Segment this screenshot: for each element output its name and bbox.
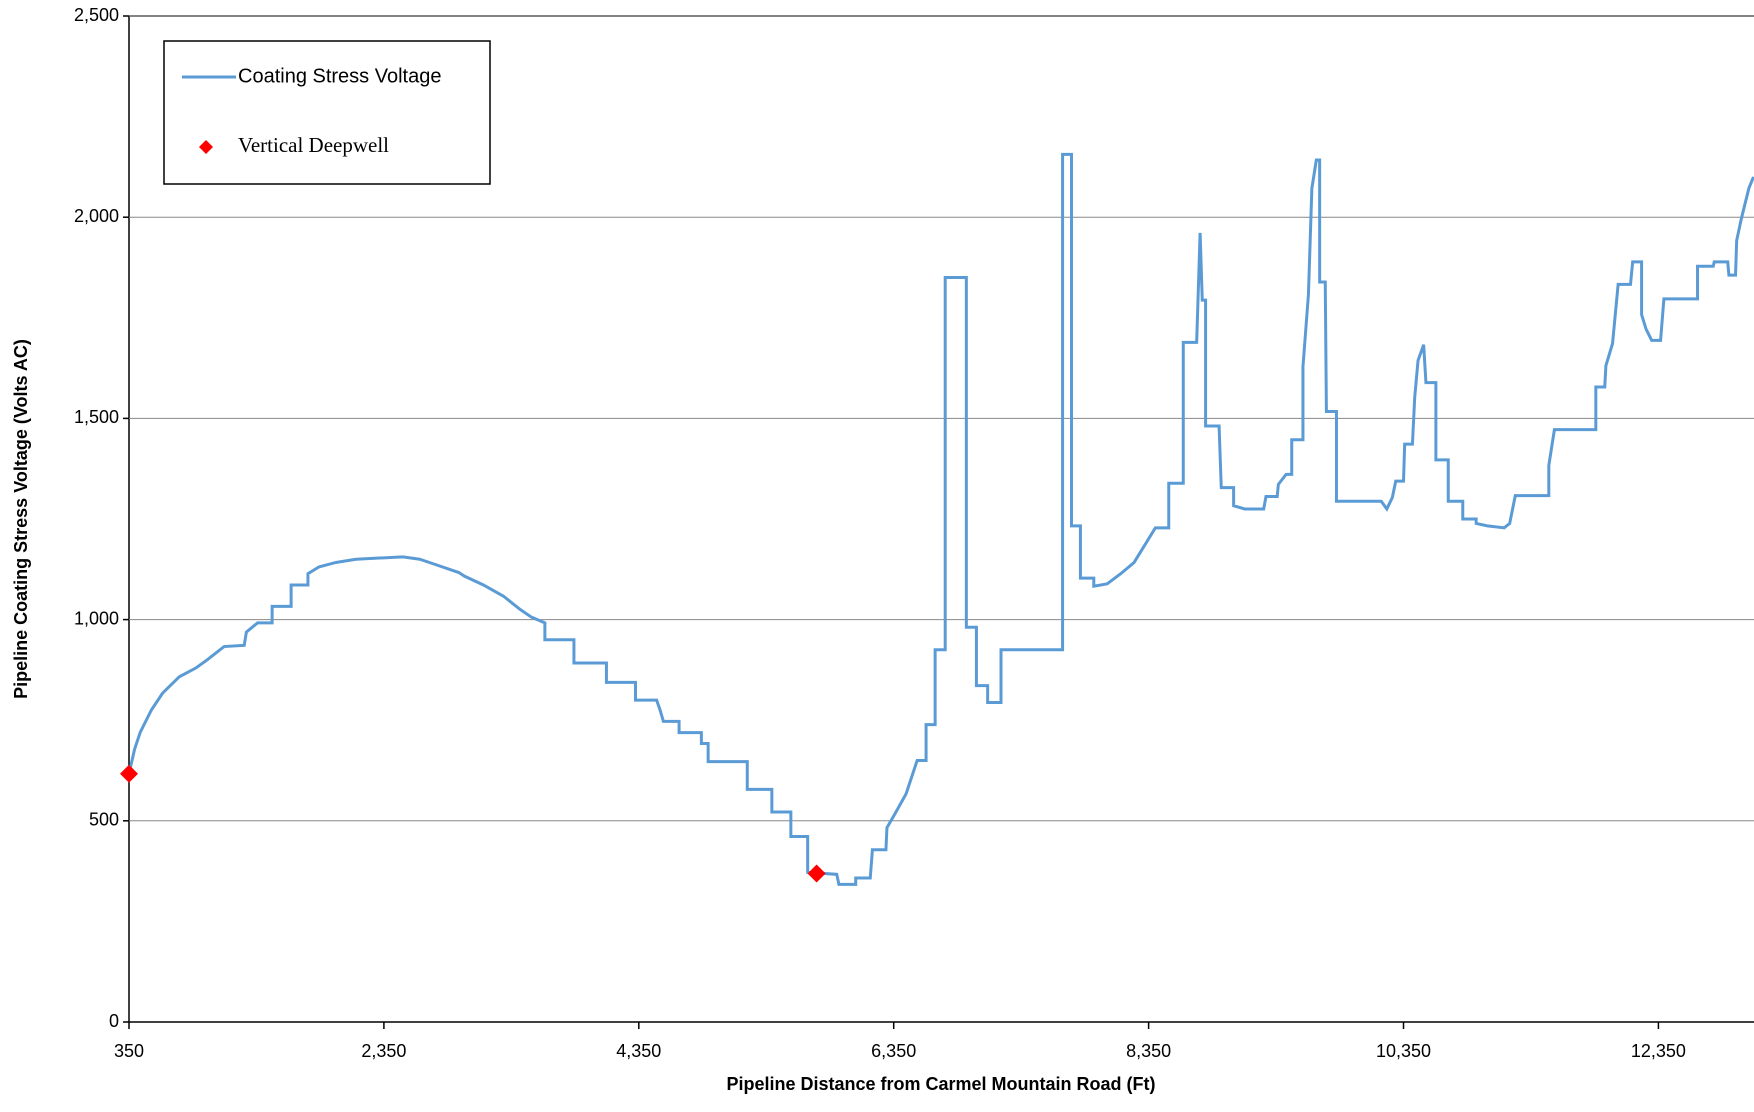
legend-marker — [199, 140, 213, 154]
legend-label: Coating Stress Voltage — [238, 65, 441, 87]
x-tick-label: 8,350 — [1126, 1041, 1171, 1061]
x-tick-label: 12,350 — [1631, 1041, 1686, 1061]
legend-label: Vertical Deepwell — [238, 133, 389, 157]
y-tick-label: 1,500 — [74, 407, 119, 427]
legend-box — [163, 40, 491, 185]
x-tick-label: 4,350 — [616, 1041, 661, 1061]
y-tick-label: 2,000 — [74, 206, 119, 226]
y-tick-label: 1,000 — [74, 608, 119, 628]
voltage-line — [127, 152, 1754, 886]
deepwell-marker — [807, 864, 826, 883]
x-tick-label: 6,350 — [871, 1041, 916, 1061]
y-tick-label: 2,500 — [74, 5, 119, 25]
x-tick-label: 350 — [114, 1041, 144, 1061]
y-axis-title: Pipeline Coating Stress Voltage (Volts A… — [11, 339, 31, 699]
x-tick-label: 10,350 — [1376, 1041, 1431, 1061]
x-axis-title: Pipeline Distance from Carmel Mountain R… — [726, 1074, 1155, 1094]
y-tick-label: 500 — [89, 810, 119, 830]
y-tick-label: 0 — [109, 1011, 119, 1031]
x-tick-label: 2,350 — [361, 1041, 406, 1061]
deepwell-marker — [120, 764, 138, 783]
